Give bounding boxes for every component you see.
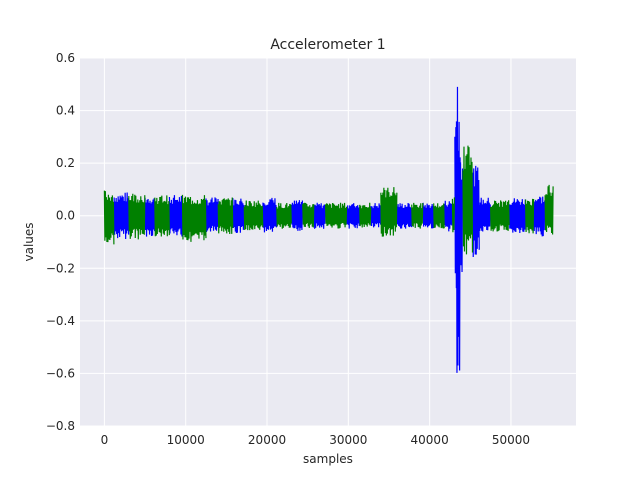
series-1-segment	[144, 197, 156, 237]
series-1-segment	[457, 121, 461, 371]
series-2-segment	[411, 202, 424, 229]
series-1-segment	[232, 198, 245, 234]
x-axis-label: samples	[303, 452, 353, 466]
plot-area	[80, 58, 576, 426]
series-2-segment	[524, 198, 535, 234]
x-tick-label: 0	[101, 433, 109, 447]
series-2-segment	[544, 184, 554, 235]
series-2-segment	[462, 145, 474, 255]
series-2-segment	[103, 190, 115, 245]
series-2-segment	[217, 197, 234, 234]
y-tick-label: −0.8	[46, 419, 75, 433]
series-2-segment	[324, 202, 348, 229]
series-2-segment	[154, 195, 170, 237]
series-2-segment	[276, 202, 292, 229]
series-1-segment	[443, 200, 453, 232]
series-2-segment	[359, 202, 372, 228]
series-1-segment	[313, 202, 326, 229]
series-1	[113, 86, 546, 373]
series-1-segment	[346, 203, 361, 229]
series-1-segment	[113, 192, 130, 240]
x-tick-label: 40000	[411, 433, 449, 447]
x-tick-label: 10000	[167, 433, 205, 447]
ticks: 0 10000 20000 30000 40000 50000 −0.8 −0.6 −0.4 −0…	[46, 51, 530, 447]
series-1-segment	[422, 202, 435, 229]
series-1-segment	[478, 197, 491, 232]
y-tick-label: −0.6	[46, 366, 75, 380]
chart-title: Accelerometer 1	[270, 37, 385, 53]
series-1-segment	[533, 196, 546, 237]
series-2-segment	[380, 187, 398, 237]
y-axis-label: values	[22, 222, 36, 261]
x-tick-label: 30000	[329, 433, 367, 447]
series-2-segment	[302, 202, 315, 229]
series-2-segment	[451, 197, 456, 233]
series-1-segment	[168, 195, 184, 237]
series-1-segment	[508, 198, 526, 234]
series-1-segment	[472, 165, 480, 257]
x-tick-label: 20000	[248, 433, 286, 447]
series-1-segment	[290, 200, 304, 231]
series-2-segment	[433, 203, 445, 229]
y-tick-label: 0.0	[56, 209, 75, 223]
series-2-segment	[490, 200, 510, 232]
y-tick-label: 0.4	[56, 104, 75, 118]
x-tick-label: 50000	[492, 433, 530, 447]
y-tick-label: 0.2	[56, 156, 75, 170]
series-1-segment	[370, 203, 382, 228]
series-1-segment	[205, 197, 219, 233]
series-2-segment	[128, 193, 146, 240]
series-2-segment	[181, 194, 207, 242]
series-1-segment	[396, 203, 413, 229]
y-tick-label: 0.6	[56, 51, 75, 65]
y-tick-label: −0.4	[46, 314, 75, 328]
series-1-segment	[262, 197, 278, 233]
series-2-segment	[243, 200, 264, 231]
series-1-segment	[459, 162, 464, 272]
y-tick-label: −0.2	[46, 261, 75, 275]
data-layer	[103, 86, 554, 373]
series-2	[103, 145, 554, 255]
